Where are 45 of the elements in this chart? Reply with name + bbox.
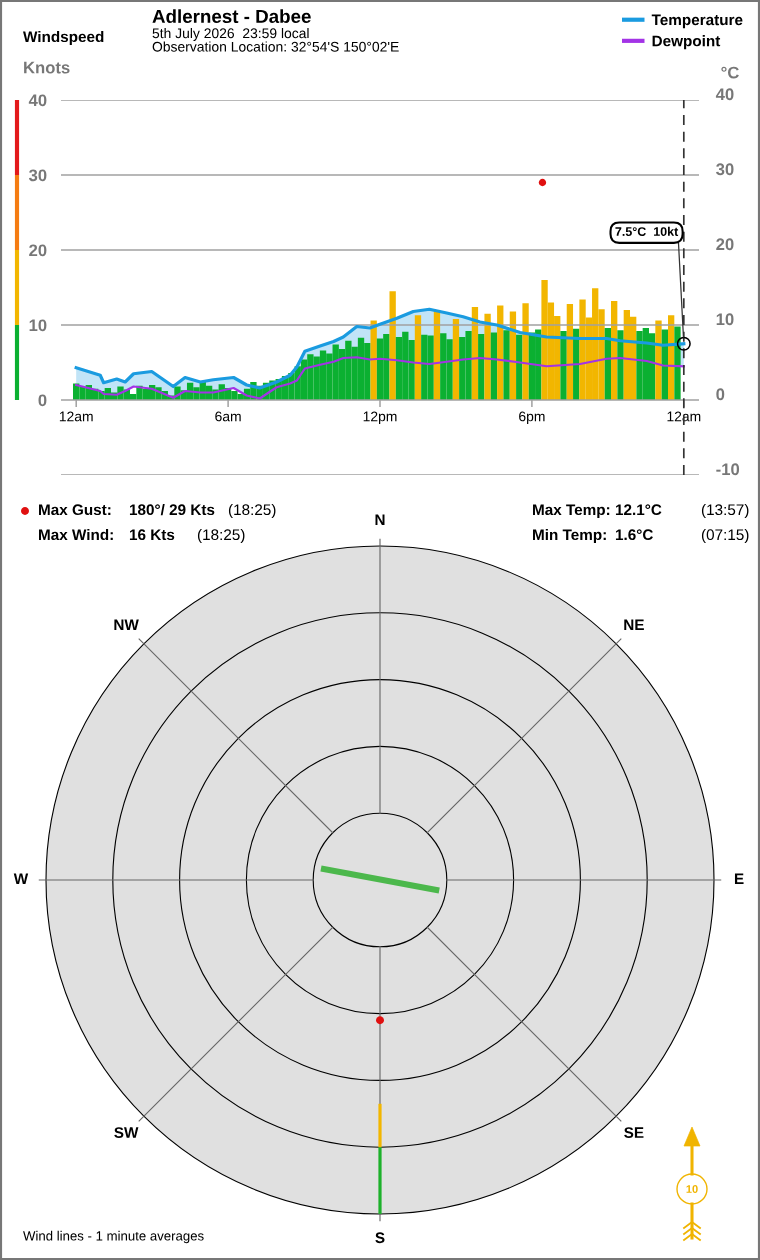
text: Min Temp:: [533, 528, 606, 544]
chart-subtitle: 5th July 2026 23:59 local Observation Location: 32°54'S 150°02'E: [152, 28, 399, 52]
text: (18:25): [197, 528, 245, 544]
text: 10: [686, 1185, 698, 1193]
y-tick-label: 40: [28, 94, 47, 107]
y2-tick-label: 30: [716, 163, 734, 176]
spoke-label: SE: [624, 1127, 644, 1138]
text: 16 Kts: [129, 529, 175, 541]
spoke-label: S: [375, 1232, 385, 1244]
y-axis-title: Knots: [24, 61, 70, 74]
text: Max Gust:: [39, 504, 111, 516]
spoke-label: NW: [114, 619, 139, 631]
text: Windspeed: [23, 30, 104, 46]
x-tick-label: 6am: [215, 411, 241, 422]
text: Wind lines - 1 minute averages: [23, 1230, 204, 1244]
legend-label: Temperature: [651, 14, 743, 29]
y-tick-label: 30: [28, 169, 47, 182]
y-tick-label: 0: [38, 394, 47, 407]
text: (13:57): [701, 503, 749, 519]
y2-tick-label: 0: [716, 388, 725, 401]
legend-label: Dewpoint: [652, 35, 721, 50]
chart-title: Adlernest - Dabee: [152, 9, 311, 24]
text: 12.1°C: [615, 504, 662, 516]
annotation: 7.5°C 10kt: [615, 226, 679, 236]
spoke-label: W: [13, 873, 29, 884]
text: 180°/ 29 Kts: [129, 503, 215, 516]
y-tick-label: 20: [29, 244, 47, 257]
text: 1.6°C: [615, 529, 653, 541]
y2-axis-title: °C: [721, 66, 739, 79]
y2-tick-label: -10: [716, 463, 740, 476]
y2-tick-label: 10: [716, 313, 734, 326]
spoke-label: SW: [114, 1127, 139, 1138]
text: (07:15): [701, 528, 749, 544]
text: (18:25): [228, 503, 276, 519]
x-tick-label: 12am: [59, 411, 93, 422]
y2-tick-label: 20: [716, 238, 734, 251]
spoke-label: E: [734, 873, 744, 884]
x-tick-label: 12pm: [363, 411, 397, 425]
text: Max Temp:: [533, 504, 610, 519]
y2-tick-label: 40: [715, 88, 734, 101]
y-tick-label: 10: [29, 319, 47, 332]
text: Max Wind:: [39, 528, 113, 541]
spoke-label: N: [375, 514, 385, 525]
x-tick-label: 6pm: [519, 411, 545, 425]
spoke-label: NE: [624, 619, 644, 631]
